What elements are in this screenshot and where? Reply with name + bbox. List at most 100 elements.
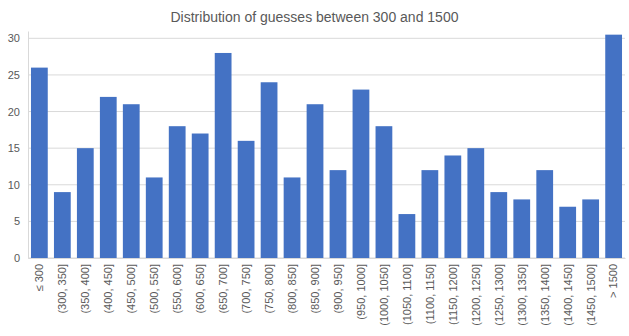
x-tick-label: (850, 900] (309, 264, 321, 314)
x-tick: (350, 400] (79, 258, 91, 314)
x-tick: (600, 650] (194, 258, 206, 314)
x-tick-label: (450, 500] (125, 264, 137, 314)
bar (582, 199, 599, 258)
x-tick-label: (350, 400] (79, 264, 91, 314)
bar (123, 104, 140, 258)
x-tick: (800, 850] (286, 258, 298, 314)
x-tick-label: > 1500 (607, 264, 619, 298)
bar (192, 134, 209, 258)
x-tick-label: (300, 350] (56, 264, 68, 314)
grid-line (28, 74, 625, 75)
bar (238, 141, 255, 258)
y-tick: 5 (14, 215, 28, 227)
x-tick: (750, 800] (263, 258, 275, 314)
x-tick: > 1500 (607, 258, 619, 298)
grid (28, 38, 625, 258)
x-tick-label: (1250, 1300] (493, 264, 505, 326)
x-tick-label: (700, 750] (240, 264, 252, 314)
x-tick-label: (1050, 1100] (401, 264, 413, 325)
x-tick: (1150, 1200] (447, 258, 459, 325)
x-tick-label: ≤ 300 (33, 264, 45, 291)
x-tick-label: (750, 800] (263, 264, 275, 314)
x-axis-line (29, 258, 626, 259)
x-tick: (500, 550] (148, 258, 160, 314)
bar (376, 126, 393, 258)
bar (421, 170, 438, 258)
x-tick: (700, 750] (240, 258, 252, 314)
bar (77, 148, 94, 258)
y-tick: 20 (8, 106, 28, 118)
x-tick-label: (500, 550] (148, 264, 160, 314)
bars (31, 35, 622, 258)
x-tick-label: (1450, 1500] (585, 264, 597, 326)
x-tick: (550, 600] (171, 258, 183, 314)
y-tick-label: 0 (14, 252, 20, 264)
x-axis: ≤ 300 (300, 350] (350, 400] (400, 450] (450,… (29, 258, 626, 326)
y-axis: 0 5 10 15 20 25 30 (8, 32, 29, 265)
x-tick: (1100, 1150] (424, 258, 436, 324)
x-tick: (1350, 1400] (539, 258, 551, 326)
x-tick: (900, 950] (332, 258, 344, 314)
y-tick-label: 25 (8, 69, 20, 81)
bar (284, 177, 301, 258)
y-tick-label: 20 (8, 106, 20, 118)
x-tick-label: (950, 1000] (355, 264, 367, 320)
x-tick: (450, 500] (125, 258, 137, 314)
y-tick: 30 (8, 32, 28, 44)
x-tick: (1050, 1100] (401, 258, 413, 325)
x-tick-label: (800, 850] (286, 264, 298, 314)
bar (307, 104, 324, 258)
grid-line (28, 111, 625, 112)
x-tick: (400, 450] (102, 258, 114, 314)
grid-line (28, 221, 625, 222)
x-tick-label: (1150, 1200] (447, 264, 459, 325)
bar (169, 126, 186, 258)
bar (605, 35, 622, 258)
bar (215, 53, 232, 258)
x-tick: (650, 700] (217, 258, 229, 314)
x-tick: ≤ 300 (33, 258, 45, 291)
y-tick-label: 30 (8, 32, 20, 44)
bar (467, 148, 484, 258)
y-tick-label: 15 (8, 142, 20, 154)
y-tick: 25 (8, 69, 28, 81)
bar (31, 68, 48, 258)
x-tick-label: (600, 650] (194, 264, 206, 314)
x-tick: (1000, 1050] (378, 258, 390, 326)
bar (54, 192, 71, 258)
x-tick: (1200, 1250] (470, 258, 482, 326)
x-tick-label: (1100, 1150] (424, 264, 436, 324)
bar (146, 177, 163, 258)
x-tick: (1250, 1300] (493, 258, 505, 326)
y-tick: 0 (14, 252, 28, 264)
bar (490, 192, 507, 258)
y-axis-line (28, 32, 29, 259)
x-tick-label: (550, 600] (171, 264, 183, 314)
y-tick-label: 10 (8, 179, 20, 191)
plot: 0 5 10 15 20 25 30 ≤ 300 (300, 350] (350, 400] (40… (8, 32, 626, 326)
grid-line (28, 148, 625, 149)
grid-line (28, 38, 625, 39)
grid-line (28, 184, 625, 185)
bar (353, 90, 370, 258)
bar (444, 155, 461, 258)
y-tick: 15 (8, 142, 28, 154)
x-tick-label: (900, 950] (332, 264, 344, 314)
title: Distribution of guesses between 300 and … (171, 9, 459, 25)
x-tick: (1450, 1500] (585, 258, 597, 326)
x-tick: (850, 900] (309, 258, 321, 314)
bar (261, 82, 278, 258)
x-tick: (300, 350] (56, 258, 68, 314)
bar (330, 170, 347, 258)
x-tick: (1300, 1350] (516, 258, 528, 326)
x-tick-label: (1350, 1400] (539, 264, 551, 326)
x-tick-label: (1200, 1250] (470, 264, 482, 326)
x-tick: (1400, 1450] (562, 258, 574, 326)
x-tick-label: (1000, 1050] (378, 264, 390, 326)
y-tick-label: 5 (14, 215, 20, 227)
bar (399, 214, 416, 258)
bar (100, 97, 117, 258)
grid-line (28, 258, 625, 259)
bar (536, 170, 553, 258)
bar (559, 207, 576, 258)
